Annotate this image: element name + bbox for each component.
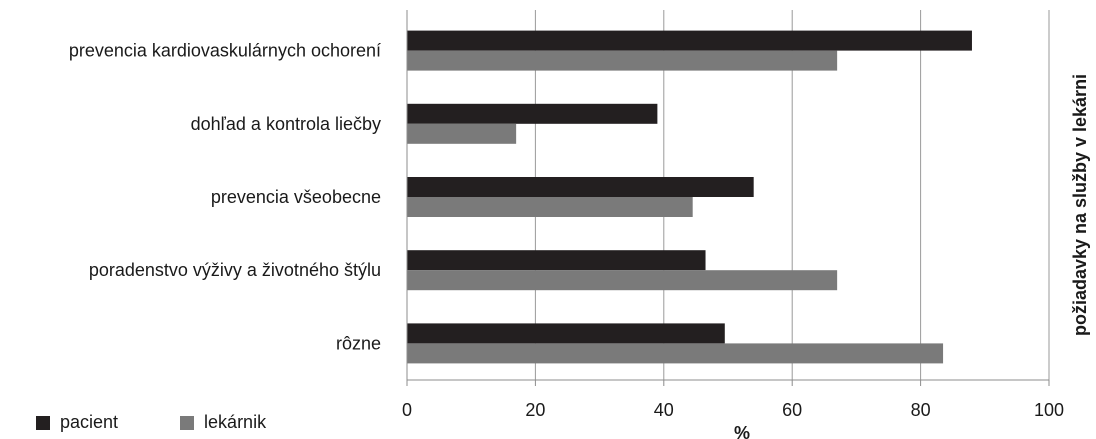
legend-label-pacient: pacient [60, 412, 119, 432]
x-axis-title: % [734, 423, 750, 439]
tick-label-20: 20 [525, 400, 545, 420]
category-label-3: poradenstvo výživy a životného štýlu [89, 260, 381, 280]
category-label-2: prevencia všeobecne [211, 187, 381, 207]
legend-swatch-pacient [36, 415, 50, 430]
tick-label-60: 60 [782, 400, 802, 420]
category-label-1: dohľad a kontrola liečby [191, 114, 381, 134]
bar-lekárnik-3 [407, 270, 838, 291]
legend-item-lekarnik: lekárnik [180, 412, 266, 433]
tick-label-80: 80 [911, 400, 931, 420]
category-label-4: rôzne [336, 333, 381, 353]
bar-lekárnik-2 [407, 197, 693, 217]
bar-pacient-2 [407, 177, 754, 197]
side-title: požiadavky na služby v lekárni [1070, 74, 1090, 336]
bar-pacient-1 [407, 103, 658, 124]
category-label-0: prevencia kardiovaskulárnych ochorení [69, 41, 381, 61]
tick-label-40: 40 [654, 400, 674, 420]
bar-pacient-4 [407, 323, 725, 344]
legend-label-lekarnik: lekárnik [204, 412, 267, 432]
bar-lekárnik-1 [407, 123, 517, 144]
tick-label-0: 0 [402, 400, 412, 420]
legend-swatch-lekarnik [180, 415, 195, 430]
bar-lekárnik-4 [407, 343, 944, 364]
legend: pacient lekárnik [36, 412, 328, 433]
tick-label-100: 100 [1034, 400, 1064, 420]
bar-lekárnik-0 [407, 50, 838, 71]
legend-item-pacient: pacient [36, 412, 118, 433]
bar-pacient-3 [407, 250, 706, 271]
bar-pacient-0 [407, 30, 972, 51]
